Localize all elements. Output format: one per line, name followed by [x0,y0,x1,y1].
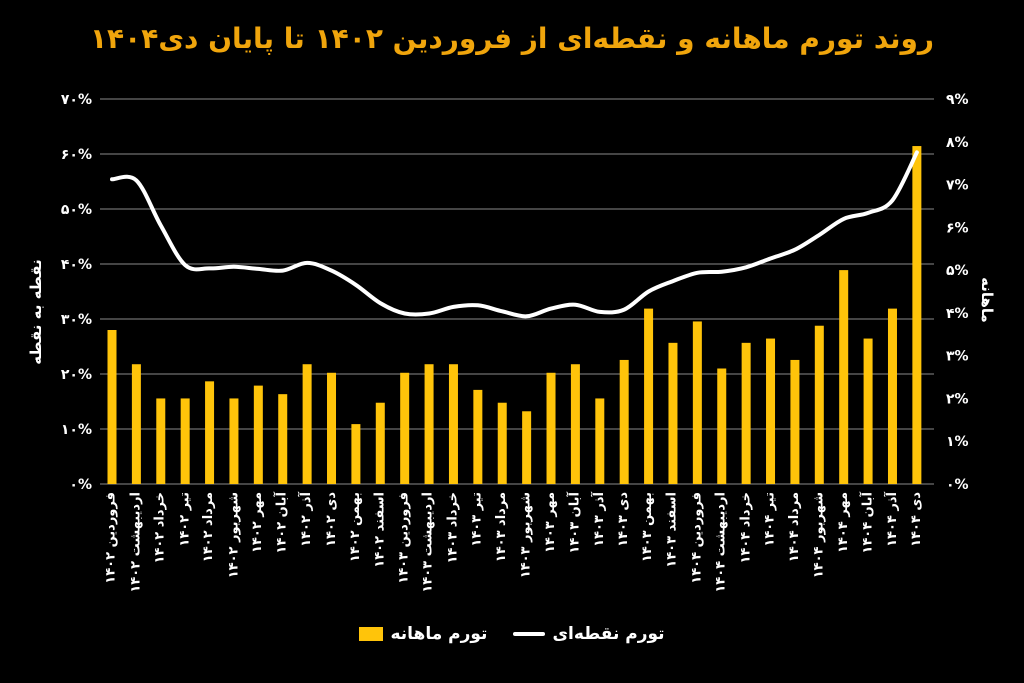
left-axis-tick-label: ۰% [69,477,92,493]
monthly-inflation-bar [644,308,654,484]
monthly-inflation-bar [546,372,556,484]
monthly-inflation-bar [473,389,483,484]
left-axis-tick-label: ۳۰% [61,312,92,328]
right-axis-title: ماهانه [978,277,996,323]
monthly-inflation-bar [253,385,263,484]
line-swatch-icon [513,632,546,636]
monthly-inflation-bar [912,146,922,485]
monthly-inflation-bar [595,398,605,484]
monthly-inflation-bar [692,321,702,484]
monthly-inflation-bar [887,308,897,484]
monthly-inflation-bar [570,364,580,484]
left-axis-tick-label: ۵۰% [61,202,92,218]
right-axis-tick-label: ۷% [946,178,969,194]
point-to-point-inflation-line [110,150,919,319]
monthly-inflation-bar [839,270,849,484]
monthly-inflation-bar [327,372,337,484]
left-axis-tick-label: ۲۰% [61,367,92,383]
right-axis-tick-label: ۵% [946,263,969,279]
monthly-inflation-bar [156,398,166,484]
monthly-inflation-bar [741,342,751,484]
legend-item-point-to-point: تورم نقطه‌ای [513,624,665,644]
monthly-inflation-bar [448,364,458,484]
left-axis-tick-label: ۴۰% [61,257,92,273]
monthly-inflation-bar [717,368,727,484]
legend-label-monthly: تورم ماهانه [390,624,488,644]
left-axis-tick-label: ۷۰% [61,92,92,108]
monthly-inflation-bar [814,325,824,484]
monthly-inflation-bar [619,359,629,484]
legend: تورم ماهانه تورم نقطه‌ای [0,624,1024,644]
legend-label-point-to-point: تورم نقطه‌ای [552,624,665,644]
monthly-inflation-bar [863,338,873,484]
monthly-inflation-bar [205,381,215,484]
monthly-inflation-bar [375,402,385,484]
right-axis-tick-label: ۰% [946,477,969,493]
left-axis-tick-label: ۶۰% [61,147,92,163]
monthly-inflation-bar [131,364,141,484]
monthly-inflation-bar [766,338,776,484]
legend-item-monthly: تورم ماهانه [359,624,487,644]
monthly-inflation-bar [790,359,800,484]
monthly-inflation-bar [302,364,312,484]
right-axis-tick-label: ۶% [946,220,969,236]
right-axis-tick-label: ۳% [946,349,969,365]
right-axis-tick-label: ۱% [946,434,969,450]
right-axis-tick-label: ۸% [946,135,969,151]
bar-swatch-icon [359,627,384,641]
monthly-inflation-bar [668,342,678,484]
monthly-inflation-bar [351,424,361,484]
monthly-inflation-bar [278,394,288,484]
right-axis-tick-label: ۲% [946,391,969,407]
left-axis-tick-label: ۱۰% [61,422,92,438]
chart-title: روند تورم ماهانه و نقطه‌ای از فروردین ۱۴… [89,22,935,55]
right-axis-tick-label: ۹% [946,92,969,108]
monthly-inflation-bar [522,411,532,484]
monthly-inflation-bar [229,398,239,484]
monthly-inflation-bar [424,364,434,484]
left-axis-title: نقطه به نقطه [27,259,45,365]
monthly-inflation-bar [497,402,507,484]
right-axis-tick-label: ۴% [946,306,969,322]
monthly-inflation-bar [107,330,117,484]
monthly-inflation-bar [180,398,190,484]
monthly-inflation-bar [400,372,410,484]
